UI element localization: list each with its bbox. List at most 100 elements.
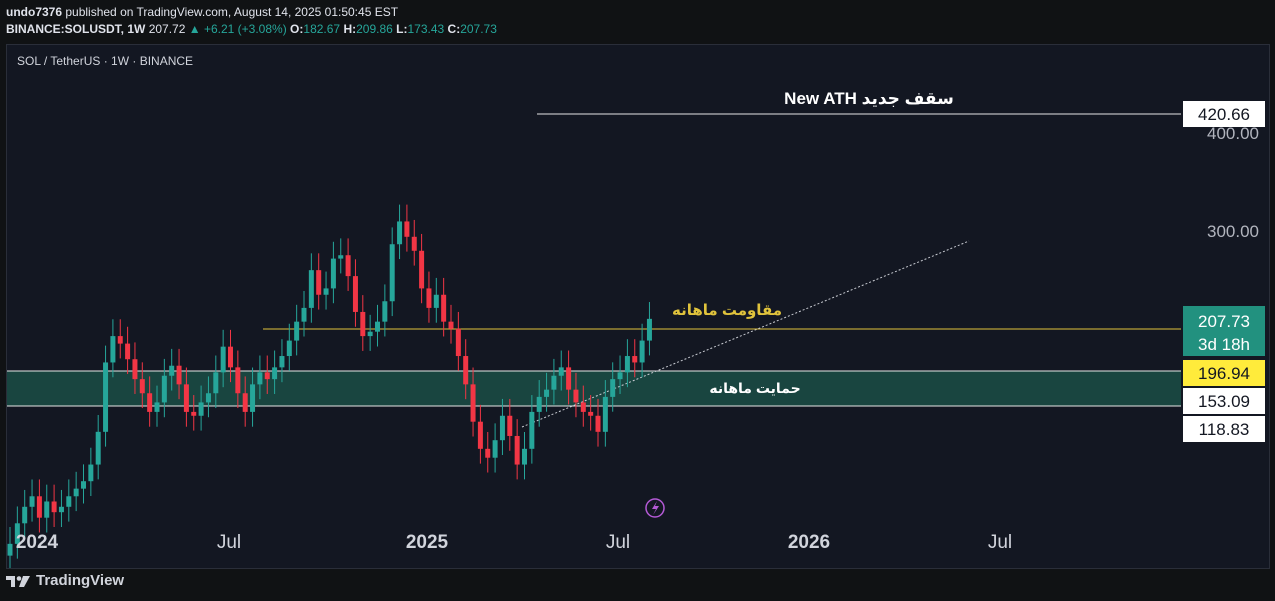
- candle-body: [602, 396, 608, 432]
- candle-body: [29, 496, 35, 507]
- quote-line: BINANCE:SOLUSDT, 1W 207.72 ▲ +6.21 (+3.0…: [6, 22, 497, 36]
- candle-body: [632, 356, 638, 363]
- price-chart[interactable]: New ATH سقف جدید مقاومت ماهانه حمایت ماهان…: [7, 45, 1269, 568]
- candle-body: [279, 356, 285, 368]
- candle-body: [352, 276, 358, 312]
- open-label: O:: [290, 22, 304, 36]
- lightning-bolt-icon: [652, 501, 659, 515]
- tradingview-logo-icon: [6, 575, 30, 587]
- ath-price-label: 420.66: [1198, 105, 1250, 124]
- candle-body: [499, 415, 505, 441]
- candle-body: [610, 379, 616, 397]
- candle-body: [323, 288, 329, 295]
- chart-pane[interactable]: SOL / TetherUS · 1W · BINANCE New ATH سق…: [6, 44, 1270, 569]
- candle-body: [73, 488, 79, 497]
- resistance-price-label-bg: [1183, 360, 1265, 386]
- candle-body: [646, 318, 652, 341]
- candle-body: [242, 393, 248, 412]
- candle-body: [617, 372, 623, 380]
- ath-annotation: New ATH سقف جدید: [784, 89, 954, 108]
- candle-body: [250, 384, 256, 412]
- candle-body: [213, 372, 219, 394]
- candle-body: [448, 321, 454, 329]
- x-tick-label: Jul: [988, 532, 1012, 553]
- candle-body: [103, 362, 109, 432]
- candle-body: [316, 270, 322, 295]
- candle-body: [110, 336, 116, 363]
- candle-body: [7, 543, 13, 556]
- current-price-label: 207.73: [1198, 312, 1250, 331]
- candle-body: [639, 340, 645, 363]
- candle-body: [132, 359, 138, 380]
- candle-body: [375, 321, 380, 332]
- candle-body: [117, 336, 123, 344]
- candle-body: [272, 367, 278, 380]
- publish-header: undo7376 published on TradingView.com, A…: [0, 0, 1275, 44]
- candle-body: [433, 294, 439, 308]
- symbol-legend: SOL / TetherUS · 1W · BINANCE: [17, 54, 194, 68]
- candle-body: [595, 415, 601, 432]
- author-name[interactable]: undo7376: [6, 5, 63, 19]
- candle-body: [286, 340, 292, 357]
- candle-body: [51, 501, 57, 513]
- support-bottom-price-label-bg: [1183, 416, 1265, 442]
- support-bottom-price-label: 118.83: [1199, 420, 1250, 439]
- candle-body: [558, 367, 564, 376]
- candle-body: [294, 321, 300, 341]
- candle-body: [573, 389, 579, 403]
- candle-body: [367, 331, 373, 337]
- symbol-text: BINANCE:SOLUSDT, 1W: [6, 22, 146, 36]
- candle-body: [580, 402, 586, 412]
- candle-body: [88, 464, 94, 482]
- tradingview-brand[interactable]: TradingView: [6, 572, 124, 589]
- candle-body: [455, 328, 461, 357]
- candle-body: [345, 255, 351, 277]
- candle-body: [477, 421, 483, 449]
- current-price-bg: [1183, 306, 1265, 356]
- candle-body: [544, 389, 550, 397]
- close-label: C:: [447, 22, 461, 36]
- candle-body: [492, 440, 498, 458]
- candle-body: [191, 411, 197, 416]
- trend-line: [521, 240, 970, 428]
- candle-body: [220, 346, 226, 373]
- lightning-icon: [645, 498, 665, 518]
- candle-body: [536, 396, 542, 412]
- brand-text: TradingView: [36, 572, 125, 589]
- up-arrow-icon: ▲: [188, 22, 201, 36]
- resistance-annotation: مقاومت ماهانه: [672, 302, 782, 319]
- support-zone: [7, 371, 1181, 406]
- candle-body: [360, 311, 366, 337]
- candle-body: [44, 501, 50, 518]
- low-value: 173.43: [407, 22, 445, 36]
- candle-body: [382, 301, 388, 322]
- candle-body: [66, 496, 72, 507]
- candle-body: [419, 250, 425, 289]
- x-tick-label: 2024: [16, 532, 59, 553]
- support-annotation: حمایت ماهانه: [709, 380, 800, 396]
- candle-body: [257, 372, 263, 385]
- candle-body: [58, 506, 64, 513]
- open-value: 182.67: [303, 22, 341, 36]
- candle-body: [147, 393, 153, 412]
- countdown-label: 3d 18h: [1198, 335, 1250, 354]
- candle-body: [441, 294, 447, 322]
- candle-body: [228, 346, 233, 368]
- candle-body: [198, 402, 204, 416]
- last-price: 207.72: [148, 22, 186, 36]
- publish-line: undo7376 published on TradingView.com, A…: [6, 5, 398, 19]
- candle-body: [301, 307, 307, 322]
- change-value: +6.21 (+3.08%): [203, 22, 287, 36]
- candle-body: [95, 431, 101, 465]
- candle-body: [551, 375, 557, 390]
- close-value: 207.73: [460, 22, 497, 36]
- y-tick-label: 400.00: [1207, 124, 1259, 143]
- candle-body: [426, 288, 432, 308]
- candle-body: [588, 411, 594, 416]
- x-tick-label: 2025: [406, 532, 449, 553]
- candle-body: [235, 367, 241, 394]
- low-label: L:: [396, 22, 408, 36]
- candle-body: [161, 375, 167, 403]
- candle-body: [176, 365, 182, 385]
- candle-body: [485, 448, 491, 458]
